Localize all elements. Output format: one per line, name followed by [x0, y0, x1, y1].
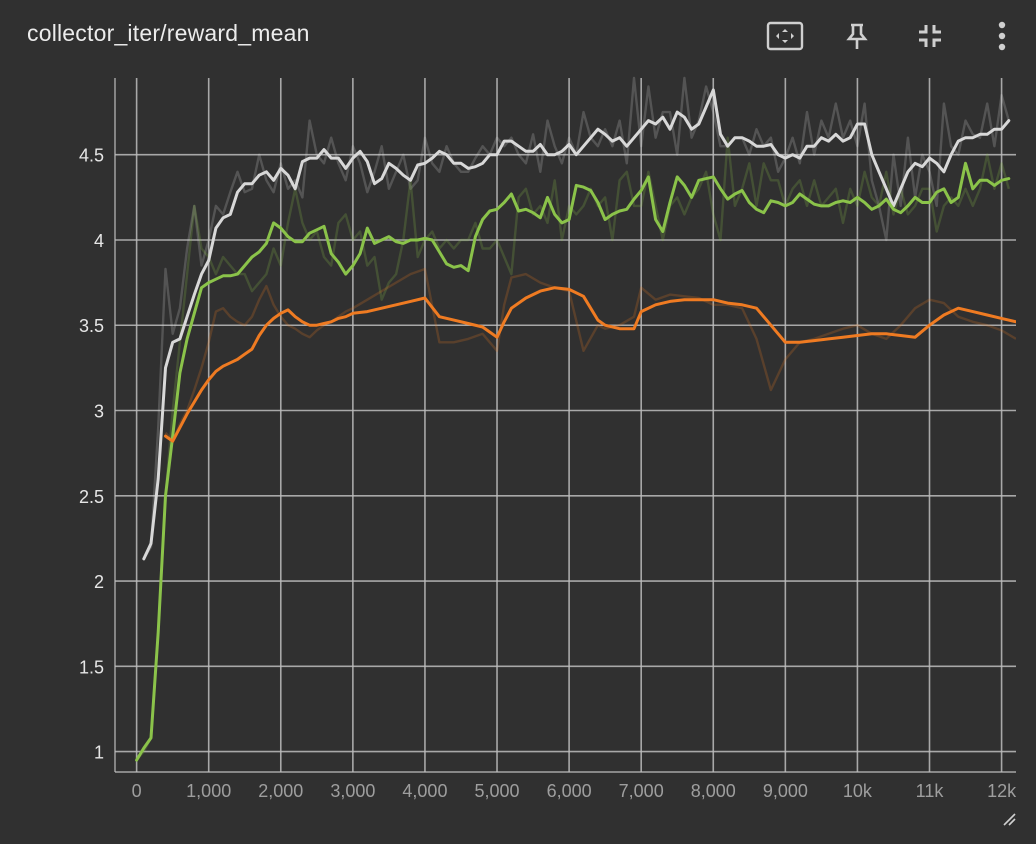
- x-tick-label: 11k: [916, 781, 945, 801]
- x-tick-label: 12k: [987, 781, 1017, 801]
- x-tick-label: 10k: [843, 781, 873, 801]
- series-raw-line-3: [164, 267, 1016, 443]
- collapse-icon: [919, 25, 941, 47]
- y-tick-label: 3: [94, 402, 104, 422]
- y-tick-label: 3.5: [79, 316, 104, 336]
- y-tick-label: 4.5: [79, 146, 104, 166]
- y-tick-label: 1.5: [79, 657, 104, 677]
- x-tick-label: 1,000: [186, 781, 231, 801]
- pin-button[interactable]: [835, 16, 879, 56]
- fit-domain-icon: [766, 21, 804, 51]
- series-line-2[interactable]: [135, 161, 1011, 762]
- x-tick-label: 6,000: [547, 781, 592, 801]
- x-tick-label: 7,000: [619, 781, 664, 801]
- x-tick-label: 5,000: [475, 781, 520, 801]
- x-tick-label: 3,000: [330, 781, 375, 801]
- fit-domain-button[interactable]: [763, 16, 807, 56]
- y-tick-label: 1: [94, 743, 104, 763]
- series-line-3[interactable]: [164, 286, 1017, 443]
- y-tick-label: 4: [94, 231, 104, 251]
- x-tick-label: 9,000: [763, 781, 808, 801]
- x-tick-label: 4,000: [402, 781, 447, 801]
- y-tick-label: 2: [94, 572, 104, 592]
- x-tick-label: 0: [132, 781, 142, 801]
- x-tick-label: 8,000: [691, 781, 736, 801]
- chart-title: collector_iter/reward_mean: [27, 20, 310, 46]
- more-options-button[interactable]: [980, 16, 1024, 56]
- x-tick-label: 2,000: [258, 781, 303, 801]
- y-tick-label: 2.5: [79, 487, 104, 507]
- collapse-button[interactable]: [908, 16, 952, 56]
- resize-handle-icon[interactable]: [1002, 812, 1016, 826]
- series-line-1[interactable]: [142, 88, 1011, 561]
- more-vert-icon: [998, 21, 1006, 51]
- pin-icon: [846, 23, 868, 49]
- series-raw-line-2: [135, 136, 1010, 761]
